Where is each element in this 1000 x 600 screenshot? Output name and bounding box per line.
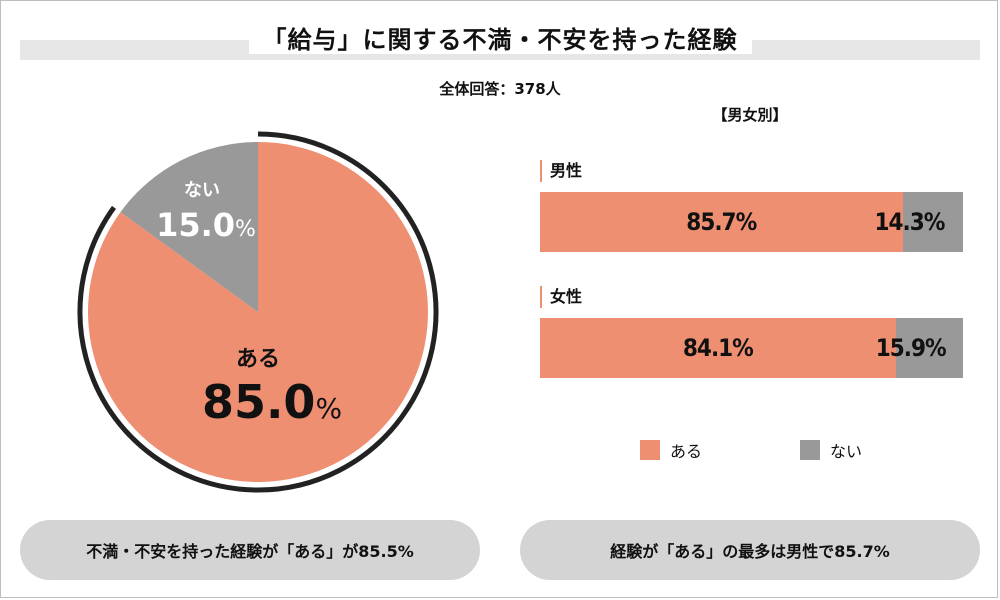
bar-male-nai-segment: 14.3% (875, 192, 963, 252)
summary-left-text: 不満・不安を持った経験が「ある」が85.5% (86, 542, 414, 561)
chart-title: 「給与」に関する不満・不安を持った経験 (0, 20, 1000, 55)
bar-male-aru-value: 85.7% (686, 208, 757, 236)
pie-slice-nai-label: ない (184, 180, 220, 201)
legend-aru-swatch (640, 440, 660, 460)
legend-nai-swatch (800, 440, 820, 460)
summary-pill-right: 経験が「ある」の最多は男性で85.7% (520, 520, 980, 580)
pie-slice-aru-label: ある (236, 347, 280, 372)
pie-slice-nai-number: 15.0 (156, 206, 235, 244)
pie-slice-aru-value: 85.0% (202, 375, 342, 429)
respondent-count: 全体回答：378人 (439, 80, 561, 98)
pie-slice-nai (120, 142, 259, 312)
legend-nai-label: ない (830, 442, 863, 461)
bar-male-nai-value: 14.3% (874, 208, 946, 236)
legend-aru: ある (640, 438, 702, 462)
bar-male: 85.7% 14.3% (540, 192, 963, 252)
summary-right-text: 経験が「ある」の最多は男性で85.7% (610, 542, 890, 561)
pie-outer-ring-arc (77, 131, 439, 493)
gender-breakdown-heading: 【男女別】 (712, 106, 788, 124)
pie-slice-aru-unit: % (315, 392, 342, 425)
bar-label-female: 女性 (540, 286, 582, 308)
bar-female: 84.1% 15.9% (540, 318, 963, 378)
legend-nai: ない (800, 438, 862, 462)
bar-female-aru-value: 84.1% (682, 334, 754, 362)
bar-female-nai-segment: 15.9% (876, 318, 963, 378)
pie-slice-aru-number: 85.0 (202, 375, 316, 429)
overall-pie-chart: ある 85.0% ない 15.0% (77, 131, 439, 493)
legend-aru-label: ある (670, 442, 703, 461)
bar-female-nai-value: 15.9% (875, 334, 947, 362)
bar-female-aru-segment: 84.1% (540, 318, 896, 378)
pie-slice-nai-unit: % (235, 217, 256, 242)
pie-slice-nai-value: 15.0% (156, 206, 256, 244)
summary-pill-left: 不満・不安を持った経験が「ある」が85.5% (20, 520, 480, 580)
bar-male-aru-segment: 85.7% (540, 192, 903, 252)
bar-label-male: 男性 (540, 160, 582, 182)
